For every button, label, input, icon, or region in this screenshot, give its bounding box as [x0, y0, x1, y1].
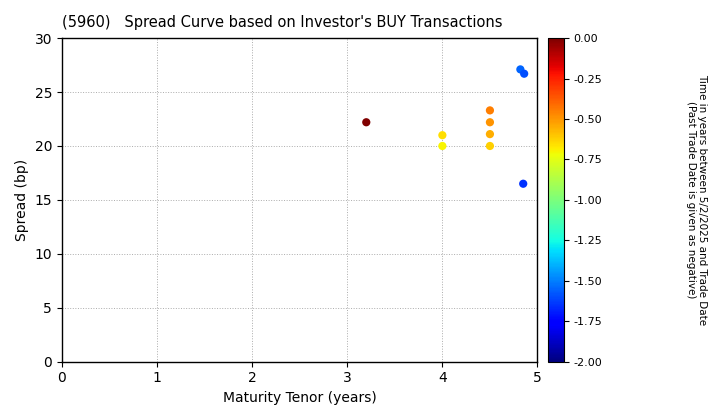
Point	[515, 66, 526, 73]
Point	[484, 119, 495, 126]
Point	[436, 143, 448, 150]
Point	[361, 119, 372, 126]
Point	[518, 70, 530, 77]
Text: (5960)   Spread Curve based on Investor's BUY Transactions: (5960) Spread Curve based on Investor's …	[62, 15, 503, 30]
Point	[484, 107, 495, 114]
Y-axis label: Time in years between 5/2/2025 and Trade Date
(Past Trade Date is given as negat: Time in years between 5/2/2025 and Trade…	[685, 74, 707, 326]
X-axis label: Maturity Tenor (years): Maturity Tenor (years)	[222, 391, 377, 405]
Y-axis label: Spread (bp): Spread (bp)	[15, 159, 29, 241]
Point	[436, 132, 448, 139]
Point	[518, 180, 529, 187]
Point	[484, 143, 495, 150]
Point	[484, 131, 495, 137]
